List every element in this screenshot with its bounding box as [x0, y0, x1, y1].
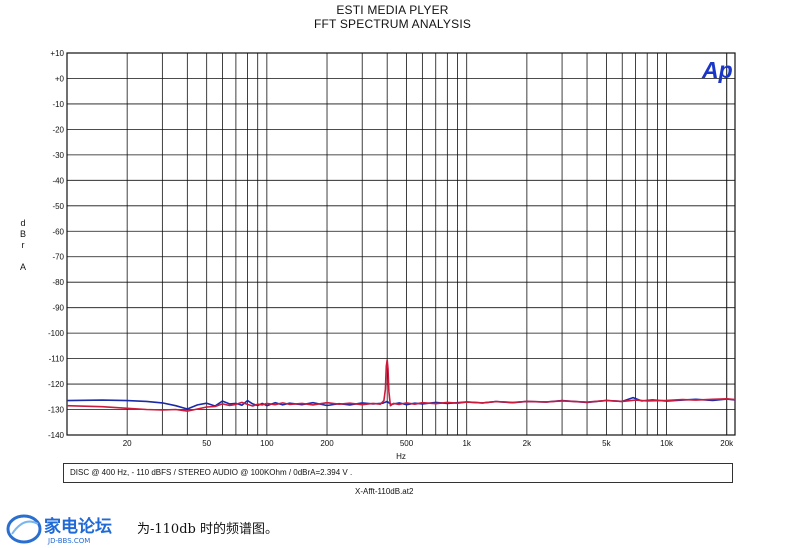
measurement-note: DISC @ 400 Hz, - 110 dBFS / STEREO AUDIO…	[63, 463, 733, 483]
y-tick-label: -130	[48, 406, 65, 415]
y-tick-label: -70	[52, 253, 64, 262]
y-axis-label-char: r	[21, 240, 25, 250]
chart-subtitle: FFT SPECTRUM ANALYSIS	[313, 17, 472, 31]
x-tick-label: 10k	[660, 439, 674, 448]
x-tick-label: 50	[202, 439, 211, 448]
plot-frame	[66, 52, 736, 436]
y-tick-label: -50	[52, 202, 64, 211]
y-tick-label: -90	[52, 304, 64, 313]
x-axis-label: Hz	[396, 452, 406, 461]
x-tick-label: 20	[123, 439, 132, 448]
y-tick-label: -60	[52, 227, 64, 236]
ap-logo: Ap	[701, 57, 733, 83]
x-tick-label: 5k	[602, 439, 611, 448]
y-tick-label: -110	[49, 355, 65, 364]
y-tick-label: +10	[50, 49, 64, 58]
x-tick-label: 100	[260, 439, 274, 448]
y-tick-label: -100	[48, 329, 65, 338]
y-tick-label: -120	[48, 380, 65, 389]
series-line-2	[66, 359, 736, 412]
y-axis-label-char: d	[20, 218, 26, 228]
svg-text:家电论坛: 家电论坛	[44, 516, 112, 537]
file-name: X-Afft-110dB.at2	[355, 487, 414, 496]
x-tick-label: 200	[320, 439, 334, 448]
y-axis-label-char: A	[19, 262, 26, 272]
y-tick-label: -30	[52, 151, 64, 160]
y-tick-label: -80	[52, 278, 64, 287]
watermark-logo: 家电论坛 JD-BBS.COM	[6, 514, 112, 545]
y-tick-label: -20	[52, 125, 64, 134]
y-tick-label: -40	[52, 176, 64, 185]
caption: 为-110db 时的频谱图。	[137, 522, 278, 537]
x-tick-label: 1k	[462, 439, 471, 448]
svg-text:JD-BBS.COM: JD-BBS.COM	[47, 537, 90, 545]
x-tick-label: 500	[400, 439, 414, 448]
x-tick-label: 2k	[523, 439, 532, 448]
y-tick-label: +0	[55, 74, 65, 83]
y-axis-label-char: B	[19, 229, 26, 239]
chart-title: ESTI MEDIA PLYER	[336, 3, 449, 17]
x-tick-label: 20k	[720, 439, 734, 448]
y-tick-label: -140	[48, 431, 65, 440]
y-tick-label: -10	[52, 100, 64, 109]
